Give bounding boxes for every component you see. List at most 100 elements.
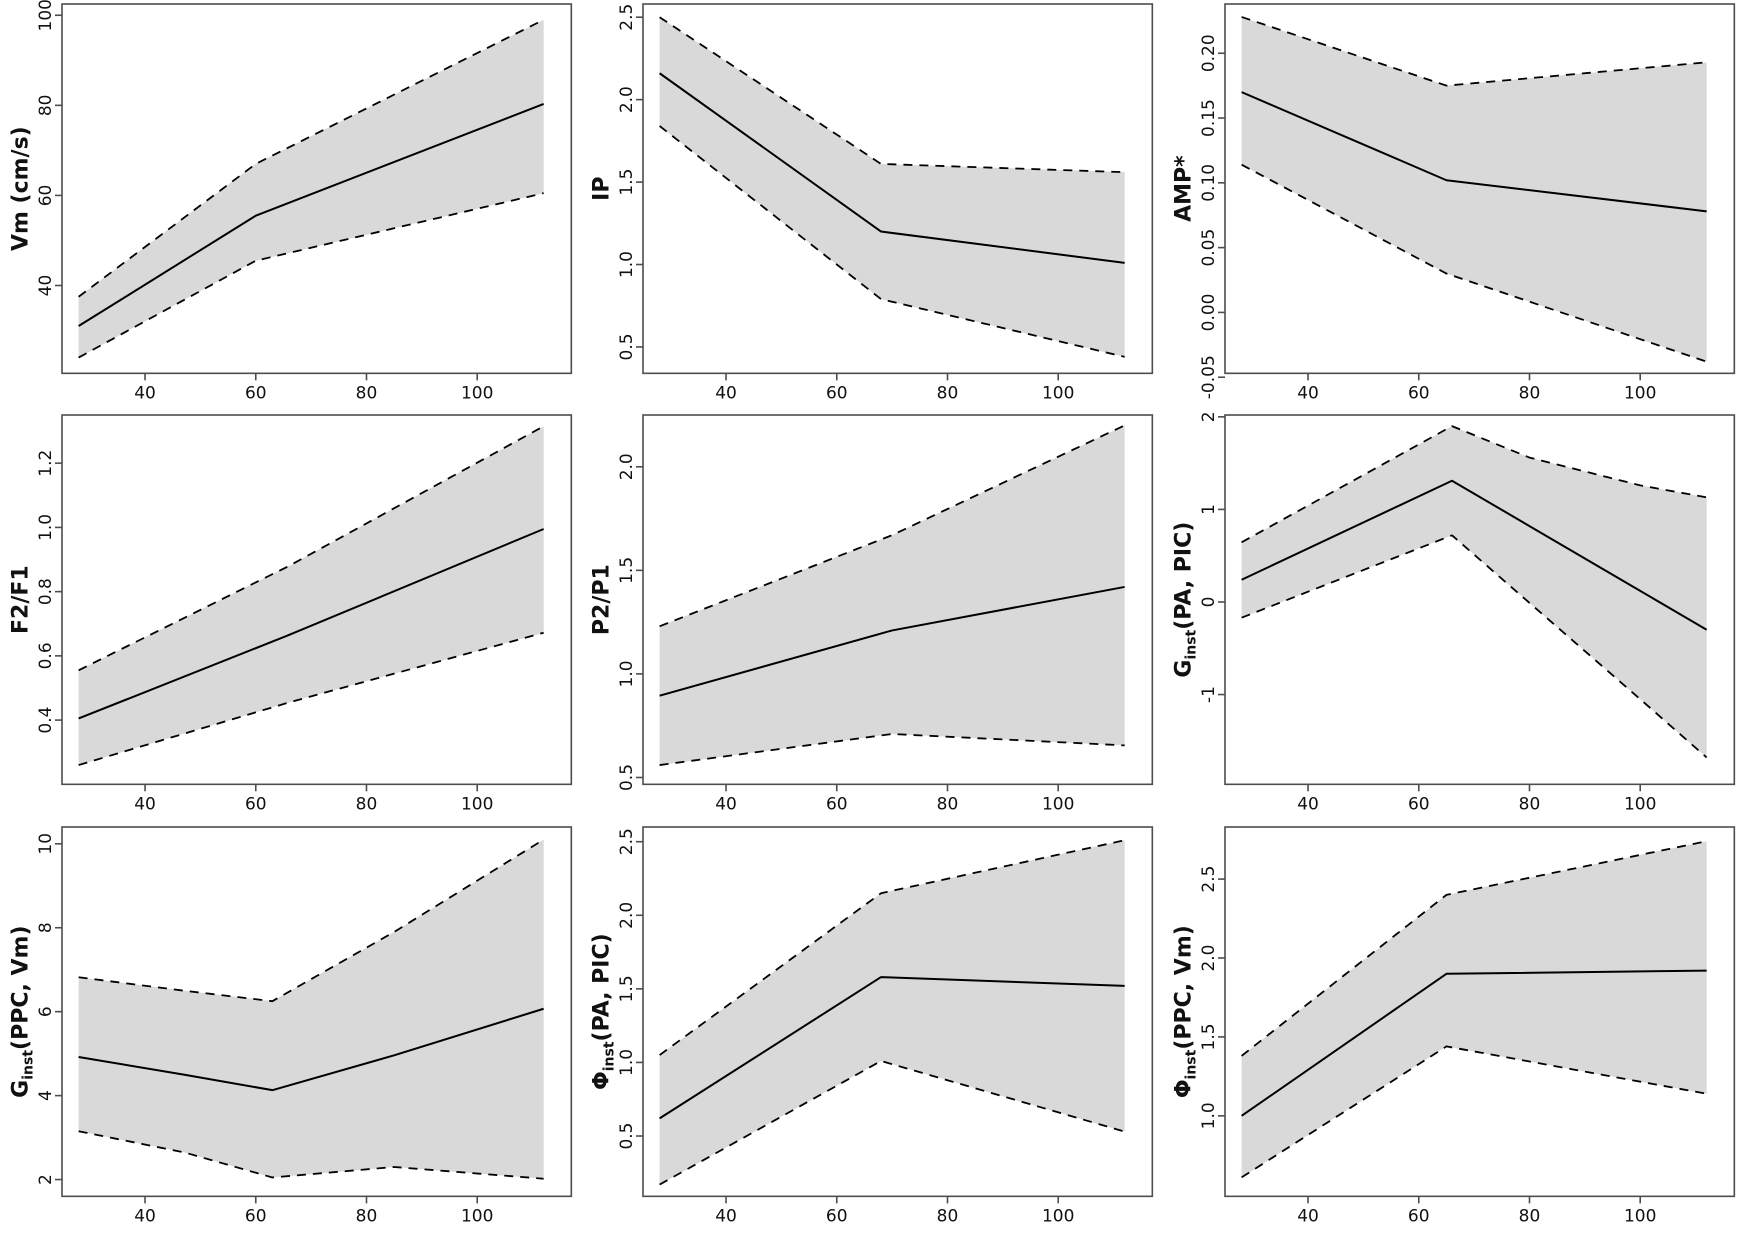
- x-tick-label: 80: [1518, 795, 1540, 815]
- y-tick-label: 4: [36, 1090, 56, 1101]
- x-tick-label: 80: [356, 1206, 378, 1226]
- plot-frame: [642, 414, 1154, 786]
- y-tick-label: 2.0: [617, 86, 637, 113]
- estimate-line: [1240, 91, 1707, 213]
- y-tick-label: -0.05: [1199, 355, 1219, 399]
- x-tick-label: 80: [937, 1206, 959, 1226]
- estimate-line: [659, 586, 1126, 697]
- x-tick-label: 60: [245, 383, 267, 403]
- x-tick-label: 60: [1408, 383, 1430, 403]
- y-axis-title: P2/P1: [590, 565, 615, 636]
- x-tick-label: 80: [1518, 1206, 1540, 1226]
- y-tick-label: 8: [36, 922, 56, 933]
- x-tick-label: 100: [1042, 795, 1074, 815]
- y-tick-label: 1.0: [617, 661, 637, 688]
- plot-frame: [642, 3, 1154, 375]
- chart-g-inst-pa-pic: 40 60 80 100 -1 0 1 2 Ginst(PA, PIC): [1171, 412, 1735, 815]
- plot-frame: [642, 825, 1154, 1197]
- y-tick-label: 2.5: [1199, 865, 1219, 892]
- estimate-line: [78, 103, 545, 327]
- x-tick-label: 60: [826, 383, 848, 403]
- y-axis-title: IP: [590, 177, 615, 201]
- upper-ci-line: [659, 16, 1126, 174]
- panel-amp-star: 40 60 80 100 -0.05 0.00 0.05 0.10 0.15 0.20 AMP*: [1163, 0, 1744, 411]
- y-axis-title: Ginst(PA, PIC): [1171, 522, 1199, 678]
- estimate-line: [659, 72, 1126, 264]
- y-tick-label: 0.05: [1199, 229, 1219, 267]
- upper-ci-line: [659, 839, 1126, 1056]
- x-tick-label: 40: [716, 383, 738, 403]
- upper-ci-line: [1240, 16, 1707, 87]
- plot-frame: [61, 414, 573, 786]
- estimate-line: [78, 1007, 544, 1091]
- x-tick-label: 100: [1042, 383, 1074, 403]
- y-tick-label: 1.0: [36, 514, 56, 541]
- y-tick-label: 1.5: [1199, 1023, 1219, 1050]
- x-tick-label: 40: [134, 1206, 156, 1226]
- x-tick-label: 40: [716, 795, 738, 815]
- y-tick-label: 2: [36, 1174, 56, 1185]
- panel-vm-cms: 40 60 80 100 40 60 80 100 Vm (cm/s): [0, 0, 581, 411]
- x-tick-label: 40: [716, 1206, 738, 1226]
- y-tick-label: 0.10: [1199, 164, 1219, 202]
- x-tick-label: 40: [1297, 383, 1319, 403]
- x-tick-label: 40: [1297, 795, 1319, 815]
- plot-frame: [1223, 414, 1735, 786]
- panel-g-inst-pa-pic: 40 60 80 100 -1 0 1 2 Ginst(PA, PIC): [1163, 411, 1744, 822]
- x-tick-label: 80: [356, 383, 378, 403]
- y-axis-title: F2/F1: [9, 566, 34, 635]
- panel-ip: 40 60 80 100 0.5 1.0 1.5 2.0 2.5 IP: [581, 0, 1162, 411]
- y-tick-label: 40: [36, 275, 56, 297]
- y-tick-label: -1: [1199, 686, 1219, 703]
- x-tick-label: 80: [356, 795, 378, 815]
- chart-ip: 40 60 80 100 0.5 1.0 1.5 2.0 2.5 IP: [590, 3, 1154, 403]
- y-tick-label: 60: [36, 185, 56, 207]
- x-tick-label: 60: [1408, 1206, 1430, 1226]
- x-tick-label: 100: [1624, 795, 1656, 815]
- lower-ci-line: [1240, 1045, 1707, 1178]
- lower-ci-line: [659, 1059, 1126, 1186]
- y-axis-title: AMP*: [1171, 155, 1196, 222]
- y-tick-label: 1.0: [617, 251, 637, 278]
- lower-ci-line: [1240, 534, 1707, 759]
- y-tick-label: 1.5: [617, 557, 637, 584]
- lower-ci-line: [78, 1130, 544, 1180]
- upper-ci-line: [78, 838, 545, 1002]
- estimate-line: [659, 975, 1126, 1119]
- y-tick-label: 0.5: [617, 333, 637, 360]
- x-tick-label: 60: [826, 1206, 848, 1226]
- x-tick-label: 40: [1297, 1206, 1319, 1226]
- upper-ci-line: [1240, 839, 1707, 1057]
- y-tick-label: 0.5: [617, 764, 637, 791]
- x-tick-label: 40: [134, 795, 156, 815]
- upper-ci-line: [659, 424, 1126, 628]
- estimate-line: [1240, 480, 1707, 631]
- y-tick-label: 0.4: [36, 707, 56, 734]
- confidence-band: [659, 17, 1125, 357]
- y-tick-label: 100: [36, 0, 56, 31]
- confidence-band: [1241, 426, 1707, 758]
- y-tick-label: 1.5: [617, 975, 637, 1002]
- panel-p2-p1: 40 60 80 100 0.5 1.0 1.5 2.0 P2/P1: [581, 411, 1162, 822]
- chart-phi-inst-ppc-vm: 40 60 80 100 1.0 1.5 2.0 2.5 Φinst(PPC, Vm): [1171, 825, 1735, 1226]
- y-tick-label: 0.8: [36, 578, 56, 605]
- panel-phi-inst-pa-pic: 40 60 80 100 0.5 1.0 1.5 2.0 2.5 Φinst(PA, PIC): [581, 823, 1162, 1234]
- y-tick-label: 1.5: [617, 169, 637, 196]
- lower-ci-line: [659, 733, 1126, 767]
- lower-ci-line: [78, 192, 544, 359]
- lower-ci-line: [1240, 163, 1707, 363]
- y-tick-label: 0.5: [617, 1122, 637, 1149]
- y-axis-title: Φinst(PPC, Vm): [1171, 925, 1199, 1098]
- y-tick-label: 0.15: [1199, 99, 1219, 137]
- panel-phi-inst-ppc-vm: 40 60 80 100 1.0 1.5 2.0 2.5 Φinst(PPC, Vm): [1163, 823, 1744, 1234]
- x-tick-label: 60: [826, 795, 848, 815]
- confidence-band: [78, 19, 544, 358]
- y-tick-label: 1.2: [36, 450, 56, 477]
- estimate-line: [78, 528, 545, 720]
- x-tick-label: 100: [461, 383, 493, 403]
- y-tick-label: 0.00: [1199, 294, 1219, 332]
- chart-amp-star: 40 60 80 100 -0.05 0.00 0.05 0.10 0.15 0.20 AMP*: [1171, 3, 1735, 403]
- confidence-band: [78, 839, 544, 1179]
- y-tick-label: 6: [36, 1006, 56, 1017]
- y-tick-label: 0: [1199, 597, 1219, 608]
